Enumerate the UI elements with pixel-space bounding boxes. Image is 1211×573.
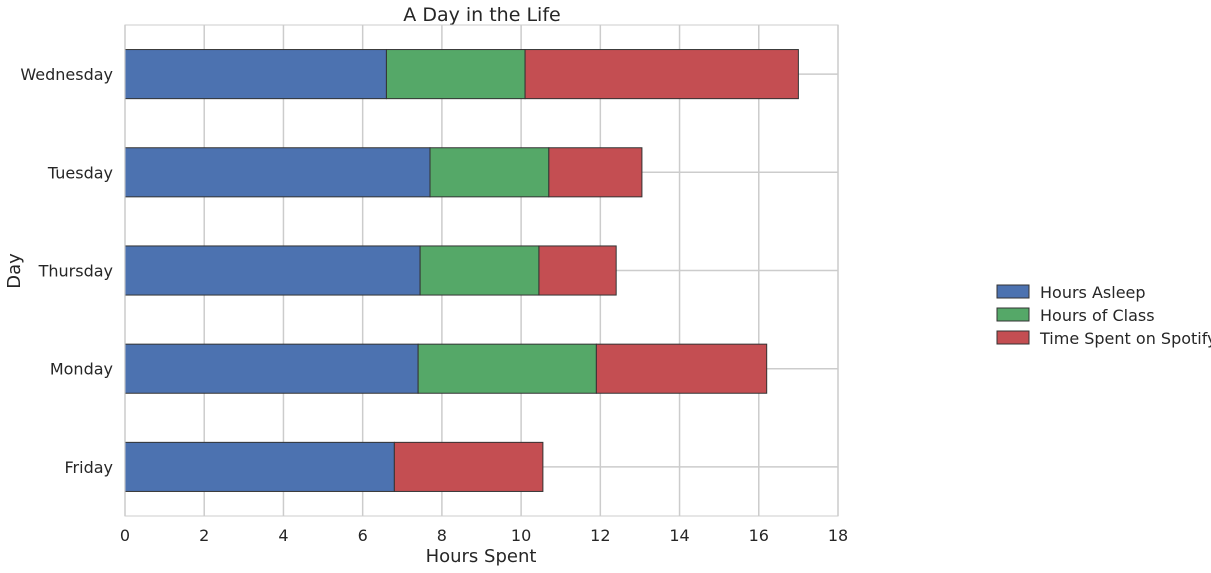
x-tick-label: 8 [437, 526, 447, 545]
x-axis-label: Hours Spent [426, 546, 537, 567]
chart-title: A Day in the Life [403, 4, 560, 26]
bar-friday-series-2 [393, 441, 544, 492]
bar-wednesday-series-0 [124, 49, 387, 100]
legend-swatch [996, 307, 1030, 322]
bar-monday-series-2 [595, 343, 768, 394]
bar-thursday-series-1 [419, 245, 540, 296]
y-tick-label: Wednesday [20, 65, 113, 84]
legend: Hours Asleep Hours of Class Time Spent on … [996, 283, 1211, 348]
x-tick-label: 14 [669, 526, 689, 545]
legend-label: Time Spent on Spotify [1039, 329, 1211, 348]
bar-friday-series-0 [124, 441, 395, 492]
bar-tuesday-series-0 [124, 147, 431, 198]
bar-thursday-series-2 [538, 245, 617, 296]
x-tick-label: 12 [590, 526, 610, 545]
legend-swatch [996, 330, 1030, 345]
y-tick-label: Thursday [38, 262, 113, 281]
y-axis-label: Day [4, 253, 25, 289]
x-tick-labels: 0 2 4 6 8 10 12 14 16 18 [120, 526, 848, 545]
y-tick-label: Monday [50, 360, 113, 379]
y-tick-label: Tuesday [47, 163, 113, 182]
bar-tuesday-series-1 [429, 147, 550, 198]
x-tick-label: 0 [120, 526, 130, 545]
x-tick-label: 4 [278, 526, 288, 545]
y-tick-labels: Friday Monday Thursday Tuesday Wednesday [20, 65, 113, 477]
bar-wednesday-series-1 [385, 49, 526, 100]
bar-monday-series-1 [417, 343, 597, 394]
y-tick-label: Friday [65, 458, 114, 477]
bar-wednesday-series-2 [524, 49, 799, 100]
x-tick-label: 16 [749, 526, 769, 545]
x-tick-label: 6 [358, 526, 368, 545]
legend-label: Hours of Class [1040, 306, 1155, 325]
legend-swatch [996, 284, 1030, 299]
plot-frame [124, 24, 839, 517]
bars [124, 49, 799, 492]
bar-thursday-series-0 [124, 245, 421, 296]
bar-monday-series-0 [124, 343, 419, 394]
x-tick-label: 10 [511, 526, 531, 545]
legend-label: Hours Asleep [1040, 283, 1146, 302]
x-tick-label: 18 [828, 526, 848, 545]
x-tick-label: 2 [199, 526, 209, 545]
bar-tuesday-series-2 [548, 147, 643, 198]
